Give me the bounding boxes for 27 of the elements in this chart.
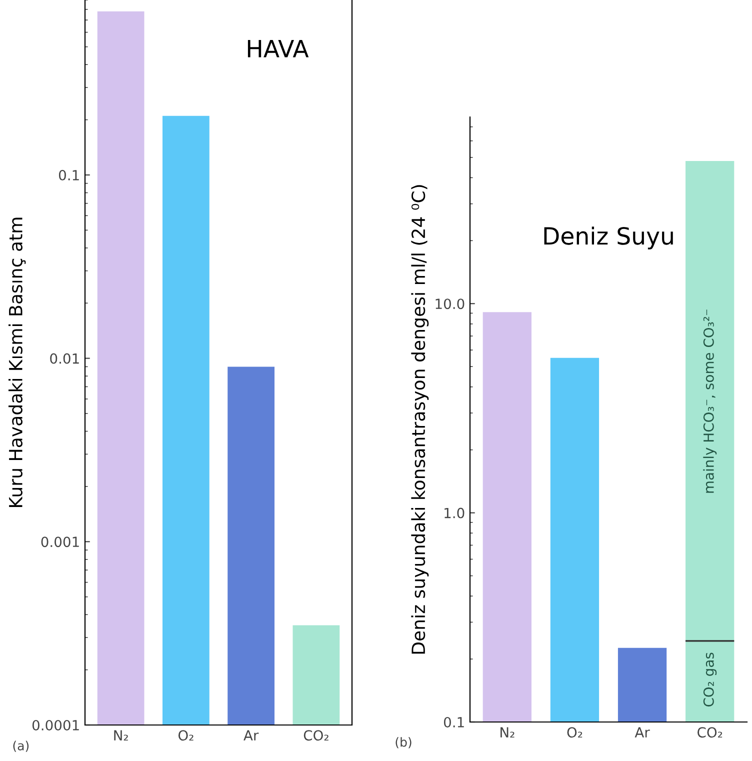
y-axis-title: Deniz suyundaki konsantrasyon dengesi ml/l (24 ⁰C) [411,185,429,654]
x-tick-label: N₂ [500,727,514,738]
text: (a) [13,740,29,752]
annotation: CO₂ gas [703,652,717,706]
text: Deniz Suyu [544,226,673,250]
text: HAVA [248,40,309,58]
text: (b) [396,737,412,748]
bar [482,312,532,722]
y-tick-label: 0.0001 [32,720,79,730]
y-tick-label: 0.01 [50,353,79,364]
bar [618,648,667,722]
y-tick-label: 1.0 [444,508,464,518]
x-tick-label: O₂ [567,727,582,738]
bar [686,161,734,641]
y-tick-label: 10.0 [436,298,464,310]
bar [550,358,600,722]
y-tick-label: 0.1 [58,170,79,180]
y-tick-label: 0.1 [444,716,464,728]
x-tick-label: CO₂ [698,727,722,738]
annotation: mainly HCO₃⁻, some CO₃²⁻ [703,310,717,493]
y-tick-label: 0.001 [41,536,79,548]
x-tick-label: Ar [244,730,259,740]
x-tick-label: Ar [634,727,650,738]
x-tick-label: CO₂ [304,730,328,741]
y-axis-title: Kuru Havadaki Kısmi Basınç atm [8,218,26,507]
x-tick-label: O₂ [178,730,194,741]
x-tick-label: N₂ [114,730,128,740]
